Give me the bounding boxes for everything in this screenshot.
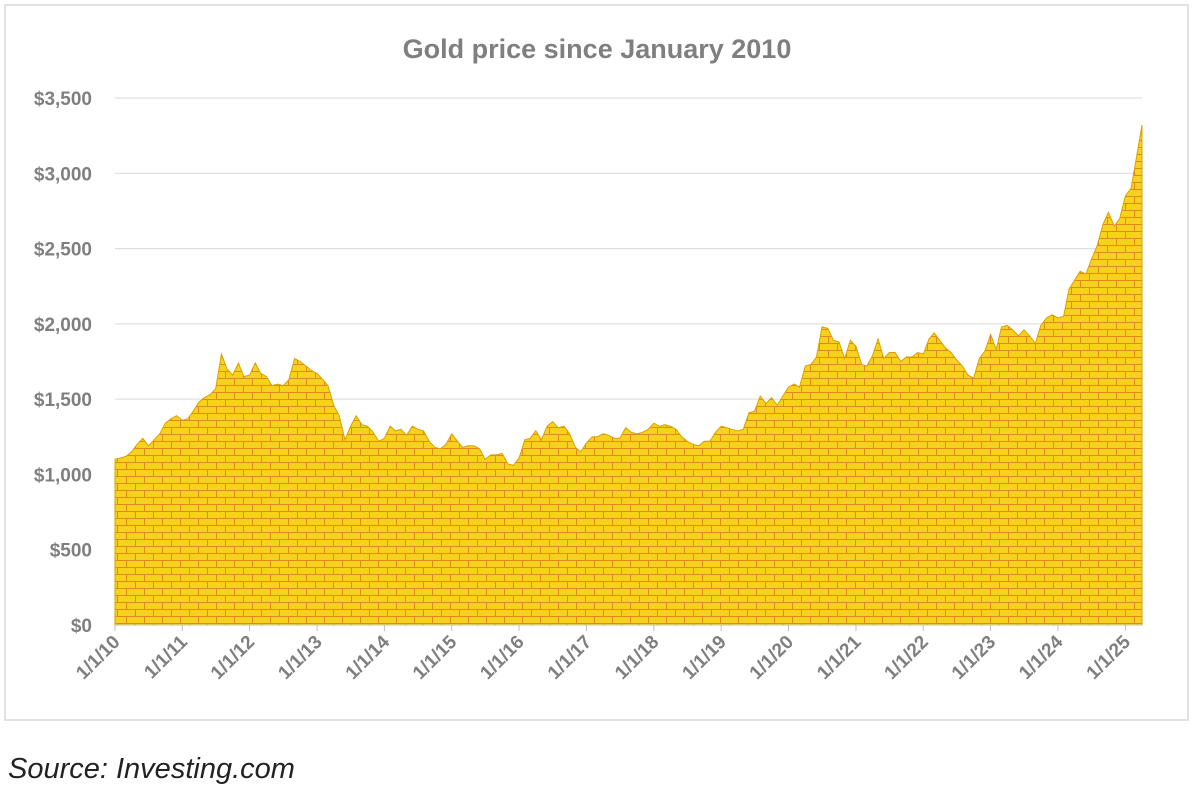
source-note: Source: Investing.com	[8, 753, 295, 785]
area	[114, 125, 1143, 626]
y-tick-label: $500	[50, 541, 92, 562]
y-tick-label: $2,500	[34, 240, 92, 261]
y-tick-label: $2,000	[34, 315, 92, 336]
chart-title: Gold price since January 2010	[403, 34, 792, 64]
y-tick-label: $0	[71, 616, 92, 637]
y-tick-label: $1,500	[34, 390, 92, 411]
y-tick-label: $3,500	[34, 89, 92, 110]
y-tick-label: $1,000	[34, 465, 92, 486]
y-tick-label: $3,000	[34, 164, 92, 185]
